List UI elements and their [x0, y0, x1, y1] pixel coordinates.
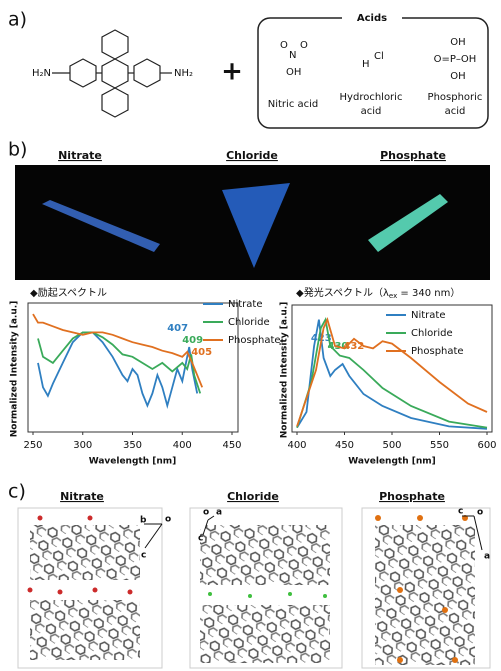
title-part: = 340 nm）	[397, 287, 460, 299]
series-line	[296, 316, 488, 429]
atom: N	[289, 50, 296, 61]
x-tick-label: 400	[287, 440, 306, 451]
peak-label: 409	[182, 335, 203, 346]
x-axis-label: Wavelength [nm]	[89, 457, 177, 467]
axis-label: c	[141, 551, 146, 561]
x-tick-label: 600	[477, 440, 496, 451]
amine-label: NH₂	[174, 68, 193, 79]
crystal	[42, 200, 160, 252]
crystal-title: Nitrate	[58, 149, 102, 162]
series-line	[296, 317, 488, 427]
acid-name: Hydrochloric	[340, 92, 403, 103]
structure-title: Chloride	[227, 490, 279, 503]
structure-title: Phosphate	[379, 490, 445, 503]
panel-label: a)	[8, 9, 27, 31]
atom: OH	[286, 67, 301, 78]
series-line	[37, 331, 202, 394]
legend-label: Chloride	[228, 317, 270, 328]
panel-label: b)	[8, 139, 27, 161]
atom: O	[300, 40, 308, 51]
panel-label: c)	[8, 481, 26, 503]
x-tick-label: 450	[335, 440, 354, 451]
legend-label: Phosphate	[411, 346, 464, 357]
axis-label: c	[198, 534, 203, 544]
axis-label: a	[216, 508, 222, 518]
diamine-structure	[52, 29, 172, 118]
title-part: ◆発光スペクトル（λ	[296, 286, 389, 299]
axis-label: o	[203, 508, 209, 518]
structure-title: Nitrate	[60, 490, 104, 503]
series-line	[37, 331, 199, 410]
peak-label: 407	[167, 323, 188, 334]
axis-label: b	[140, 516, 147, 526]
x-tick-label: 400	[173, 440, 192, 451]
legend-label: Nitrate	[228, 299, 263, 310]
chart-title: ◆発光スペクトル（λex = 340 nm）	[296, 286, 460, 300]
x-tick-label: 250	[23, 440, 42, 451]
crystal	[368, 194, 448, 252]
acid-name: Nitric acid	[268, 99, 319, 110]
crystal-title: Chloride	[226, 149, 278, 162]
chart-title: ◆励起スペクトル	[30, 286, 107, 299]
x-axis-label: Wavelength [nm]	[348, 457, 436, 467]
acid-name: Phosphoric	[428, 92, 483, 103]
axis-label: o	[477, 508, 483, 518]
x-tick-label: 350	[123, 440, 142, 451]
peak-label: 432	[343, 341, 364, 352]
axis-label: c	[458, 507, 463, 517]
atom: O=P–OH	[434, 54, 477, 65]
crystal	[222, 183, 290, 268]
axis-label: o	[165, 515, 171, 525]
x-tick-label: 550	[430, 440, 449, 451]
axis-label: a	[484, 552, 490, 562]
atom: O	[280, 40, 288, 51]
acid-name: acid	[361, 106, 382, 117]
packing-images	[17, 507, 491, 669]
series-line	[296, 319, 488, 430]
legend-label: Nitrate	[411, 310, 446, 321]
title-part: ex	[389, 292, 397, 300]
x-tick-label: 500	[382, 440, 401, 451]
plus: +	[221, 57, 243, 87]
x-tick-label: 450	[222, 440, 241, 451]
legend-label: Chloride	[411, 328, 453, 339]
atom: Cl	[374, 51, 384, 62]
box-title: Acids	[357, 13, 387, 24]
atom: OH	[450, 71, 465, 82]
amine-label: H₂N	[32, 68, 51, 79]
atom: H	[362, 59, 370, 70]
legend-label: Phosphate	[228, 335, 281, 346]
title-bg	[342, 10, 402, 26]
peak-label: 405	[191, 347, 212, 358]
atom: OH	[450, 37, 465, 48]
crystal-title: Phosphate	[380, 149, 446, 162]
series-line	[32, 313, 204, 388]
y-axis-label: Normalized Intensity [a.u.]	[10, 301, 20, 438]
y-axis-label: Normalized Intensity [a.u.]	[280, 302, 290, 439]
x-tick-label: 300	[73, 440, 92, 451]
acid-name: acid	[445, 106, 466, 117]
